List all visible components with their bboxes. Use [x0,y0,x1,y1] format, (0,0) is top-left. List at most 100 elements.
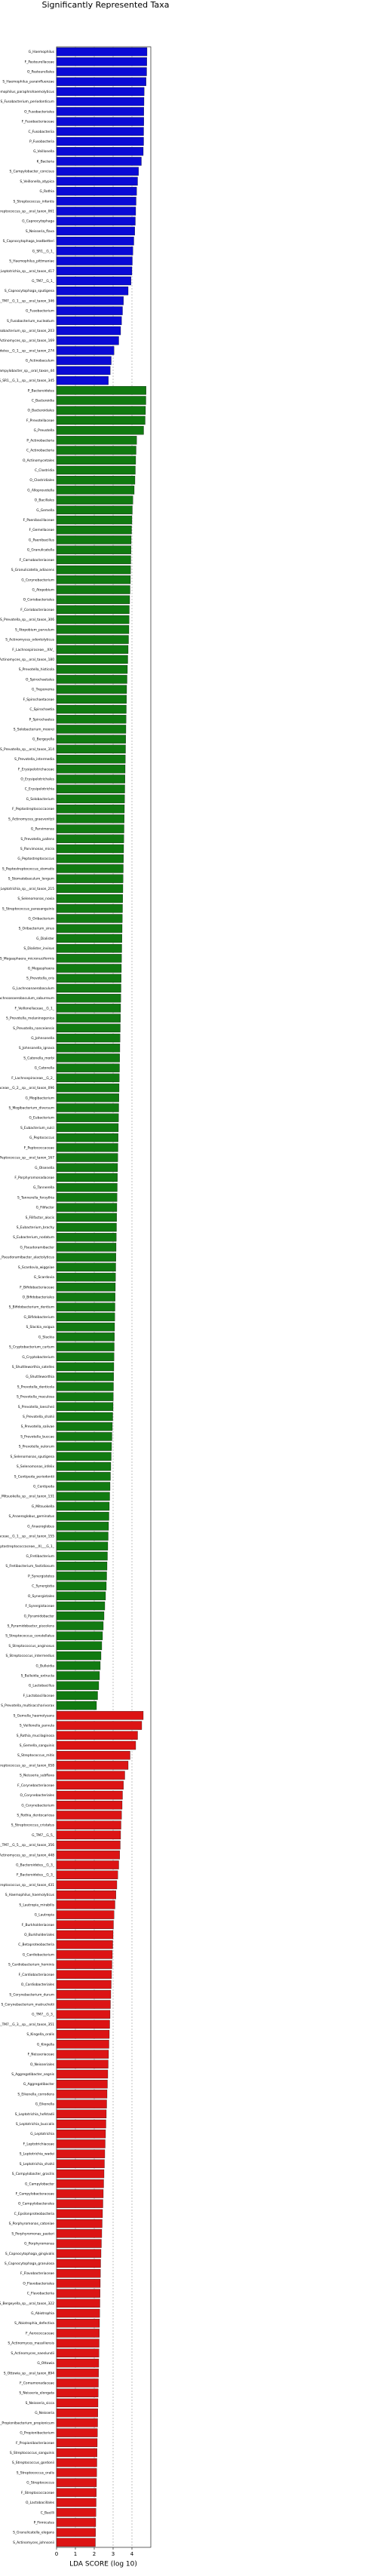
category-label: S_Veillonella_parvula [20,1724,54,1728]
category-label: S_Shuttleworthia_satelles [12,1365,55,1369]
bar [56,396,146,405]
bar [56,2239,102,2248]
bar [56,1711,144,1720]
category-label: S_Fusobacterium_nucleatum [7,319,54,324]
bar [56,864,124,873]
bar [56,2179,104,2188]
category-label: F_Carnobacteriaceae [20,558,55,563]
bar [56,2029,110,2039]
category-label: S_Streptococcus_anginosus [8,1644,54,1648]
category-label: S_Bergeyella_sp__oral_taxon_322 [0,2302,54,2306]
category-label: F_Burkholderiaceae [22,1923,55,1927]
bar [56,585,130,594]
bar [56,904,123,913]
category-label: S_Prevotella_salivae [21,1424,55,1429]
category-label: C_Bacilli [41,2510,54,2515]
category-label: S_Centipeda_periodontii [14,1474,54,1479]
bar [56,495,133,504]
category-label: S_Prevotella_oulorum [19,1445,54,1449]
category-label: G_Pyramidobacter [24,1614,55,1618]
bar [56,894,123,903]
category-label: S_Bulleidia_extructa [21,1674,55,1679]
category-label: S_Oribacterium_sinus [19,927,55,931]
category-label: S_Campylobacter_sp__oral_taxon_44 [0,369,54,373]
bar [56,1432,112,1441]
category-label: G_Scardovia [34,1275,55,1280]
category-label: G_Fretibacterium [26,1554,54,1559]
bar [56,356,112,365]
category-label: S_TM7__G_1__sp__oral_taxon_346 [0,299,54,303]
category-label: S_Ottowia_sp__oral_taxon_894 [4,2371,54,2375]
bar [56,1063,120,1072]
category-label: S_Anaeroglobus_geminatus [8,1514,54,1519]
category-label: S_Mogibacterium_diversum [8,1106,54,1110]
bar [56,1143,118,1152]
bar [56,1522,109,1531]
category-label: G_Eubacterium [29,1116,54,1121]
category-label: S_Prevotella_multisaccharivorax [1,1704,54,1708]
bar [56,416,146,425]
category-label: G_TM7__G_5_ [32,1833,55,1838]
bar [56,1830,121,1840]
category-label: F_Lachnospiraceae__G_2_ [11,1076,55,1081]
bar [56,2189,104,2198]
bar [56,545,131,554]
category-label: S_Fusobacterium_periodonticum [1,100,55,104]
bar [56,2259,101,2268]
bar [56,1023,121,1032]
bar [56,1790,123,1800]
category-label: C_Actinobacteria [26,449,54,453]
category-label: S_Leptotrichia_sp__oral_taxon_417 [0,269,54,274]
category-label: G_Lachnoanaerobaculum [12,986,54,991]
category-label: P_Actinobacteria [26,438,54,443]
category-label: G_Leptotrichia [30,2132,54,2136]
category-label: S_Prevotella_histicola [19,667,55,672]
bar [56,1681,100,1690]
category-label: S_Peptococcus_sp__oral_taxon_167 [0,1156,54,1161]
bar [56,2478,97,2487]
category-label: G_Paenibacillus [29,538,55,542]
category-label: G_Prevotella [34,428,55,433]
category-label: F_Pasteurellaceae [25,60,55,64]
category-label: C_Spirochaetia [29,707,54,712]
bar [56,2159,105,2169]
bar [56,2130,106,2139]
bar [56,157,142,166]
category-label: S_Capnocytophaga_granulosa [5,2262,54,2266]
bar [56,2329,100,2338]
bar [56,117,144,126]
category-label: S_Prevotella_pallens [20,837,54,842]
category-label: S_Campylobacter_concisus [10,170,55,174]
category-label: G_TM7__G_1_ [32,279,55,284]
category-label: G_Corynebacterium [21,1803,54,1808]
bar [56,366,111,376]
bar [56,77,146,86]
category-label: S_TM7__G_3__sp__oral_taxon_351 [0,2022,54,2027]
bar [56,1243,117,1252]
bar [56,226,135,236]
bar [56,2518,97,2527]
category-label: G_Oribacterium [29,916,54,921]
category-label: S_Corynebacterium_durum [9,1992,54,1997]
bar [56,964,122,973]
bar [56,934,122,943]
bar [56,914,123,923]
bar [56,406,146,415]
bar [56,316,122,326]
bar [56,695,127,704]
category-label: S_Scardovia_wiggsiae [18,1265,54,1270]
category-label: S_Gemella_haemolysans [14,1713,55,1718]
bar [56,2408,98,2418]
category-label: S_Fusobacterium_sp__oral_taxon_203 [0,329,54,333]
category-label: S_Fretibacterium_fastidiosum [5,1564,54,1569]
bar [56,1283,116,1292]
category-label: G_Cardiobacterium [23,1952,54,1957]
bar [56,465,136,475]
bar [56,1103,119,1112]
category-label: S_Prevotella_sp__oral_taxon_306 [0,618,54,622]
bar [56,575,131,584]
bar [56,744,126,754]
category-label: G_Granulicatella [27,548,54,553]
category-label: S_Streptococcus_mitis [17,1753,55,1758]
category-label: C_Clostridia [35,468,54,473]
